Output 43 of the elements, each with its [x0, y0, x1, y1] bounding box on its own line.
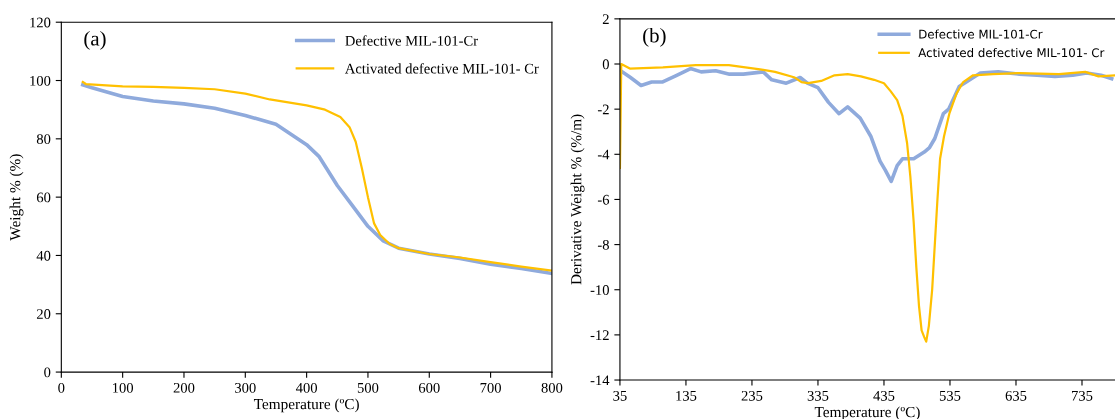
legend-label: Defective MIL-101-Cr [919, 29, 1043, 39]
chart-title: (b) [643, 27, 666, 47]
x-tick-label: 0 [58, 382, 65, 393]
x-tick-label: 635 [1005, 390, 1027, 401]
x-tick-label: 500 [357, 382, 379, 393]
legend-label: Defective MIL-101-Cr [345, 35, 478, 46]
x-tick-label: 735 [1072, 390, 1093, 401]
x-tick-label: 135 [676, 390, 697, 401]
legend-label: Activated defective MIL-101- Cr [344, 63, 539, 74]
x-tick-label: 600 [418, 382, 440, 393]
x-tick-label: 800 [541, 382, 563, 393]
y-tick-label: -2 [597, 104, 609, 115]
x-tick-label: 700 [480, 382, 501, 393]
x-tick-label: 400 [295, 382, 318, 393]
y-tick-label: 120 [30, 17, 51, 28]
y-tick-label: 60 [36, 192, 51, 203]
y-tick-label: -10 [590, 285, 609, 295]
y-tick-label: 0 [44, 367, 51, 378]
y-tick-label: -8 [597, 239, 609, 250]
x-tick-label: 435 [873, 390, 895, 401]
y-tick-label: -14 [590, 375, 610, 386]
y-axis-title: Weight % (%) [9, 154, 24, 241]
chart-title: (a) [84, 30, 106, 50]
y-tick-label: -4 [597, 149, 610, 160]
y-tick-label: 100 [30, 75, 51, 86]
y-tick-label: 80 [36, 134, 51, 145]
y-tick-label: 20 [36, 309, 51, 319]
legend-label: Activated defective MIL-101- Cr [918, 47, 1105, 58]
y-tick-label: 2 [602, 14, 609, 24]
x-tick-label: 200 [173, 382, 195, 393]
y-tick-label: 0 [602, 59, 609, 70]
x-tick-label: 535 [939, 390, 961, 401]
x-tick-label: 235 [741, 390, 763, 401]
x-tick-label: 35 [613, 390, 627, 401]
y-axis-title: Derivative Weight % (%/m) [570, 114, 585, 285]
x-tick-label: 300 [235, 382, 256, 393]
x-tick-label: 100 [113, 382, 134, 393]
line-series [619, 62, 1115, 343]
y-tick-label: 40 [36, 250, 51, 261]
x-tick-label: 335 [807, 390, 829, 401]
y-tick-label: -12 [590, 330, 609, 340]
x-axis-title: Temperature (ºC) [253, 398, 359, 413]
y-tick-label: -6 [597, 194, 610, 205]
